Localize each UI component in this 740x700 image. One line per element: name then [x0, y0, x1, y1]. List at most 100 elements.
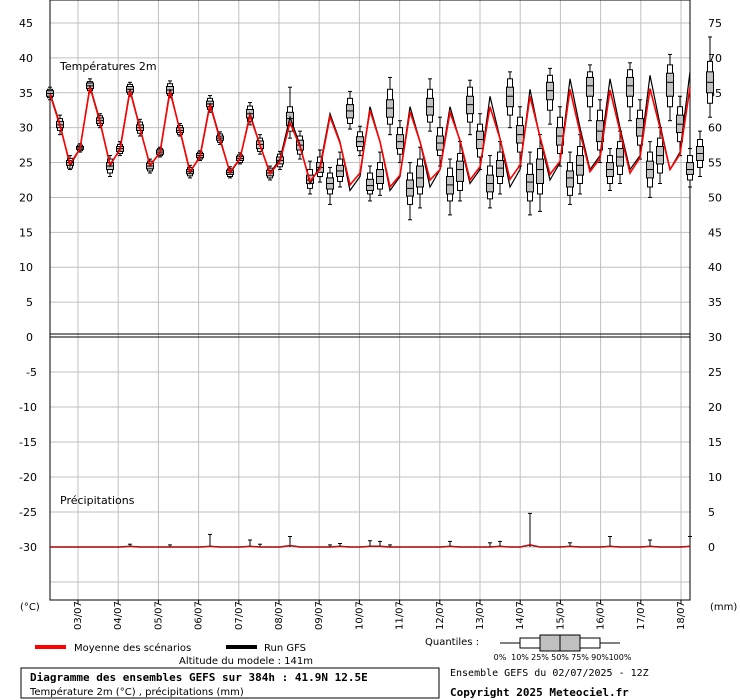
temp-boxplot: [616, 130, 624, 184]
temp-right-tick: 55: [708, 157, 722, 170]
temp-right-tick: 30: [708, 331, 722, 344]
date-tick-label: 06/07: [194, 601, 205, 630]
date-tick-label: 04/07: [113, 601, 124, 630]
date-tick-label: 08/07: [274, 601, 285, 630]
date-tick-label: 14/07: [515, 601, 526, 630]
temp-boxplot: [526, 151, 534, 216]
temp-boxplot: [556, 106, 564, 167]
legend-run-label: Run GFS: [264, 643, 306, 654]
grid-lines: [50, 0, 690, 600]
box-inner: [506, 86, 514, 108]
temp-boxplot: [476, 113, 484, 171]
precip-mean-line: [50, 544, 691, 548]
date-tick-label: 09/07: [314, 601, 325, 630]
box-inner: [586, 76, 594, 97]
date-tick-label: 18/07: [676, 601, 687, 630]
temp-left-tick: 40: [19, 52, 33, 65]
temp-boxplot: [486, 155, 494, 209]
date-tick-label: 05/07: [153, 601, 164, 630]
precipitation-panel-title: Précipitations: [60, 494, 135, 507]
temp-boxplot: [656, 127, 664, 184]
temp-boxplot: [546, 67, 554, 125]
temp-left-tick: 30: [19, 122, 33, 135]
temp-boxplot: [536, 134, 544, 212]
precip-left-tick: -30: [19, 541, 37, 554]
box-inner: [686, 162, 694, 175]
temp-right-tick: 75: [708, 17, 722, 30]
temp-boxplot: [446, 158, 454, 216]
precip-left-tick: -25: [19, 506, 37, 519]
temp-boxplot: [626, 62, 634, 122]
precip-right-tick: 25: [708, 366, 722, 379]
temp-boxplot: [666, 53, 674, 122]
box-inner: [536, 158, 544, 184]
temp-boxplot: [606, 148, 614, 191]
mean-scenarios-line: [49, 86, 691, 189]
box-inner: [626, 76, 634, 97]
temp-boxplot: [346, 90, 354, 130]
temp-boxplot: [366, 165, 374, 202]
temp-boxplot: [456, 141, 464, 202]
temp-boxplot: [686, 148, 694, 188]
precip-left-tick: -10: [19, 401, 37, 414]
temp-boxplot: [466, 79, 474, 136]
box-inner: [366, 178, 374, 191]
temp-boxplot: [376, 151, 384, 196]
temperature-lines: [49, 71, 691, 192]
date-tick-label: 16/07: [596, 601, 607, 630]
date-tick-label: 13/07: [475, 601, 486, 630]
temp-left-tick: 45: [19, 17, 33, 30]
left-axis-unit: (°C): [20, 602, 40, 613]
temp-boxplot: [336, 151, 344, 188]
temp-left-tick: 15: [19, 226, 33, 239]
temp-boxplot: [426, 78, 434, 132]
temp-left-tick: 10: [19, 261, 33, 274]
temp-boxplot: [586, 64, 594, 122]
temp-boxplot: [386, 76, 394, 136]
temp-boxplot: [516, 106, 524, 167]
quantile-tick-label: 75%: [571, 653, 589, 662]
box-inner: [526, 173, 534, 193]
quantile-tick-label: 50%: [551, 653, 569, 662]
temp-boxplot: [496, 141, 504, 195]
box-inner: [456, 160, 464, 182]
temp-left-tick: 25: [19, 157, 33, 170]
precip-right-tick: 20: [708, 401, 722, 414]
date-tick-label: 15/07: [555, 601, 566, 630]
temp-boxplot: [566, 151, 574, 205]
plot-frame: [49, 0, 691, 601]
precip-left-tick: -20: [19, 471, 37, 484]
box-inner: [416, 165, 424, 188]
temp-left-tick: 20: [19, 191, 33, 204]
ensemble-run-text: Ensemble GEFS du 02/07/2025 - 12Z: [450, 668, 649, 679]
date-tick-label: 03/07: [73, 601, 84, 630]
quantile-tick-label: 100%: [609, 653, 632, 662]
date-tick-label: 07/07: [234, 601, 245, 630]
temp-right-tick: 60: [708, 122, 722, 135]
box-inner: [666, 72, 674, 97]
precip-right-tick: 15: [708, 436, 722, 449]
right-axis-unit: (mm): [710, 602, 737, 613]
precip-left-tick: -5: [26, 366, 37, 379]
quantile-tick-label: 90%: [591, 653, 609, 662]
temp-boxplot: [396, 120, 404, 164]
temp-left-tick: 35: [19, 87, 33, 100]
temp-boxplot: [326, 166, 334, 205]
temp-boxplot: [506, 71, 514, 129]
temp-boxplot: [696, 130, 704, 178]
altitude-text: Altitude du modele : 141m: [179, 656, 313, 667]
temp-left-tick: 0: [26, 331, 33, 344]
quantile-tick-label: 0%: [494, 653, 507, 662]
legend-quantiles-label: Quantiles :: [425, 637, 479, 648]
temp-right-tick: 40: [708, 261, 722, 274]
quantile-tick-label: 10%: [511, 653, 529, 662]
temp-left-tick: 5: [26, 296, 33, 309]
date-tick-label: 10/07: [354, 601, 365, 630]
temp-right-tick: 45: [708, 226, 722, 239]
temp-boxplot: [646, 141, 654, 198]
temp-boxplot: [416, 146, 424, 209]
temp-boxplot: [436, 116, 444, 167]
